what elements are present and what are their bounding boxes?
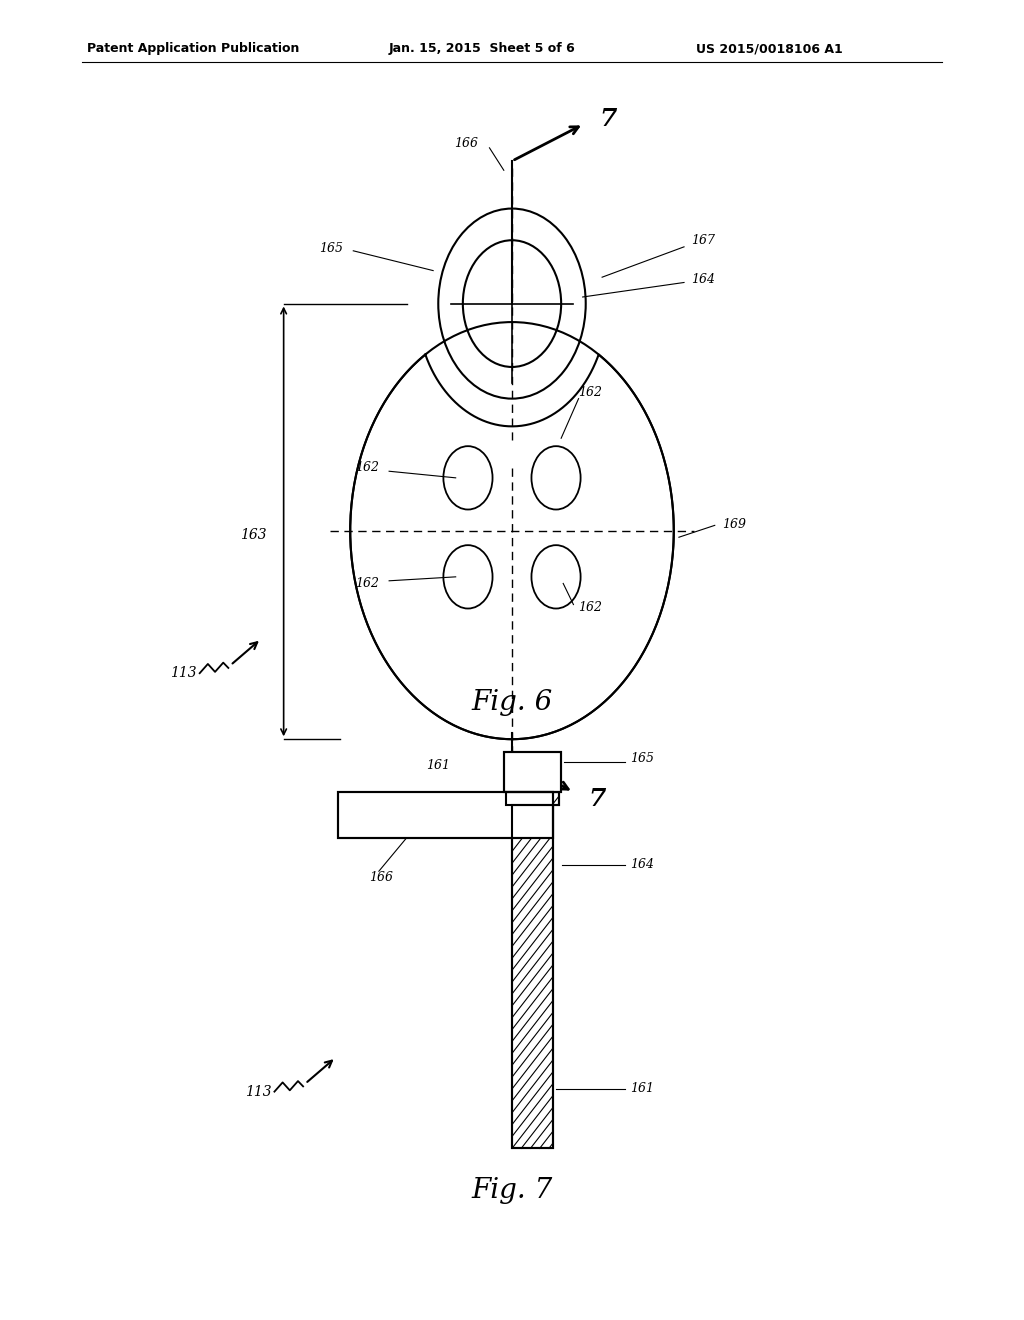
Text: 169: 169 [722,517,745,531]
Text: 113: 113 [245,1085,271,1098]
Polygon shape [338,792,553,838]
Polygon shape [504,752,561,792]
Text: 113: 113 [170,667,197,680]
Text: 162: 162 [579,601,602,614]
Text: 162: 162 [355,461,379,474]
Text: 166: 166 [369,871,392,884]
Text: Fig. 7: Fig. 7 [471,1177,553,1204]
Text: 7: 7 [599,107,616,131]
Text: 166: 166 [454,137,478,150]
Text: US 2015/0018106 A1: US 2015/0018106 A1 [696,42,843,55]
Text: 162: 162 [355,577,379,590]
Text: Fig. 6: Fig. 6 [471,689,553,715]
Text: 165: 165 [630,752,653,766]
Text: 161: 161 [630,1082,653,1096]
Text: 7: 7 [589,787,606,810]
Polygon shape [506,792,559,805]
Text: 164: 164 [691,273,715,286]
Text: 167: 167 [691,234,715,247]
Text: Patent Application Publication: Patent Application Publication [87,42,299,55]
Text: 165: 165 [319,242,343,255]
Polygon shape [512,805,553,1148]
Text: 162: 162 [579,385,602,399]
Text: Jan. 15, 2015  Sheet 5 of 6: Jan. 15, 2015 Sheet 5 of 6 [389,42,575,55]
Text: 163: 163 [240,528,266,541]
Text: 164: 164 [630,858,653,871]
Text: 161: 161 [427,759,451,772]
